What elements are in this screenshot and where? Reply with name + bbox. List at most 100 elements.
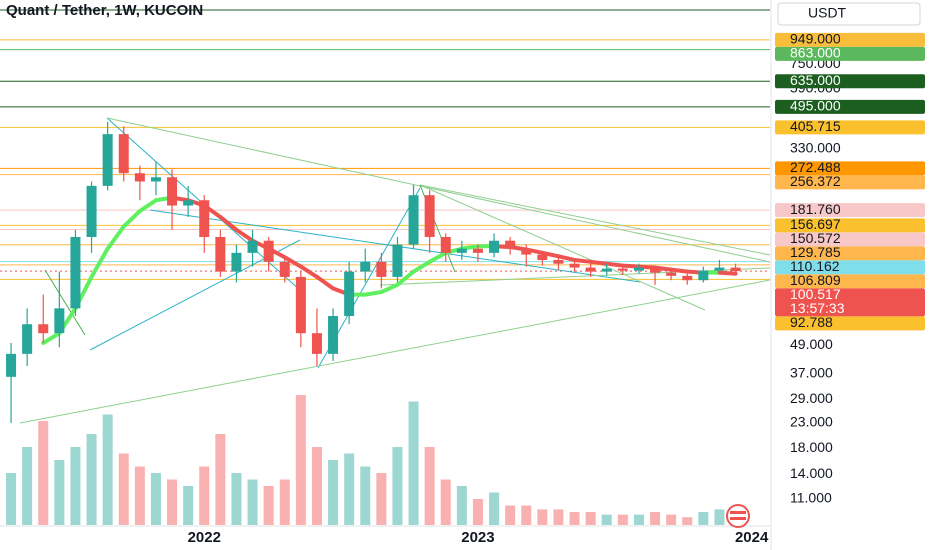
- volume-bar: [505, 505, 516, 525]
- candle-body: [633, 267, 644, 271]
- x-axis: 2022 2023 2024: [188, 529, 769, 546]
- price-tag: [775, 274, 925, 289]
- volume-bar: [118, 453, 129, 525]
- volume-bar: [102, 414, 113, 525]
- price-tag: [775, 246, 925, 261]
- candle-body: [553, 259, 564, 264]
- trend-line: [19, 279, 770, 424]
- candle-body: [263, 240, 274, 262]
- price-tag: [775, 99, 925, 114]
- currency-box[interactable]: [777, 2, 921, 26]
- ma-segment: [572, 257, 593, 264]
- candle-body: [440, 236, 451, 253]
- price-tag-label: 495.000: [790, 98, 841, 114]
- price-tag: [775, 74, 925, 89]
- candle-body: [456, 248, 467, 253]
- x-tick-label: 2022: [188, 529, 221, 546]
- ma-segment: [411, 259, 432, 274]
- volume-bar: [521, 505, 532, 525]
- ma-segment: [234, 227, 255, 243]
- volume-bar: [311, 447, 322, 525]
- price-tag: [775, 288, 925, 317]
- price-tag: [775, 46, 925, 61]
- candle-body: [505, 240, 516, 249]
- volume-bar: [150, 473, 161, 525]
- candle-body: [408, 195, 419, 245]
- candle-body: [360, 261, 371, 272]
- price-tag: [775, 218, 925, 233]
- moving-average: [41, 195, 738, 346]
- ma-segment: [620, 263, 641, 269]
- price-tag-label: 272.488: [790, 159, 841, 175]
- volume-bar: [569, 512, 580, 525]
- volume-bar: [698, 512, 709, 525]
- volume-bar: [360, 466, 371, 525]
- candle-body: [682, 275, 693, 281]
- candle-body: [666, 272, 677, 276]
- price-tag-label: 181.760: [790, 201, 841, 217]
- candle-body: [279, 261, 290, 277]
- volume-bar: [601, 514, 612, 525]
- volume-bar: [70, 447, 81, 525]
- price-tag: [775, 32, 925, 47]
- price-tag-label: 405.715: [790, 118, 841, 134]
- volume-bar: [134, 466, 145, 525]
- y-tick-label: 29.000: [790, 390, 833, 406]
- ma-segment: [669, 267, 690, 274]
- ma-segment: [121, 209, 142, 229]
- candle-body: [585, 267, 596, 272]
- trend-line: [44, 269, 86, 336]
- y-tick-label: 11.000: [790, 490, 832, 506]
- ma-segment: [556, 254, 577, 262]
- price-tag-label: 150.572: [790, 230, 841, 246]
- ma-segment: [604, 261, 625, 268]
- volume-bar: [472, 499, 483, 525]
- price-tag-label: 949.000: [790, 31, 841, 47]
- ma-segment: [218, 214, 239, 232]
- volume-bar: [247, 479, 258, 525]
- candle-body: [617, 268, 628, 271]
- candle-body: [54, 308, 65, 334]
- candle-body: [215, 236, 226, 272]
- price-tag: [775, 316, 925, 331]
- volume-bar: [440, 479, 451, 525]
- candle-body: [22, 324, 33, 354]
- price-tag-label: 92.788: [790, 314, 833, 330]
- candle-body: [150, 177, 161, 182]
- trend-line: [419, 184, 706, 311]
- candle-body: [650, 267, 661, 273]
- volume-bar: [682, 517, 693, 525]
- price-tag: [775, 120, 925, 135]
- candle-body: [183, 200, 194, 206]
- y-tick-label: 23.000: [790, 414, 833, 430]
- volume-bar: [328, 460, 339, 525]
- candle-body: [489, 240, 500, 253]
- volume-bar: [714, 509, 725, 525]
- candle-body: [328, 315, 339, 354]
- volume-bar: [279, 479, 290, 525]
- price-tag: [775, 203, 925, 218]
- candle-body: [601, 268, 612, 272]
- y-tick-label: 37.000: [790, 365, 833, 381]
- ma-segment: [459, 244, 480, 251]
- candle-body: [167, 177, 178, 206]
- volume-bar: [199, 466, 210, 525]
- ma-segment: [314, 274, 336, 291]
- y-tick-label: 330.000: [790, 139, 841, 155]
- price-tag-label: 863.000: [790, 45, 841, 61]
- price-tag-label: 635.000: [790, 72, 841, 88]
- volume-bar: [376, 473, 387, 525]
- candle-body: [424, 195, 435, 237]
- ma-segment: [540, 250, 561, 259]
- x-tick-label: 2023: [461, 529, 494, 546]
- ma-segment: [717, 270, 738, 276]
- ma-segment: [379, 282, 400, 295]
- y-tick-label: 18.000: [790, 439, 833, 455]
- price-tag-label: 129.785: [790, 244, 841, 260]
- volume-bar: [22, 447, 33, 525]
- ma-segment: [363, 290, 384, 297]
- volume-bar: [231, 473, 242, 525]
- candle-body: [472, 248, 483, 253]
- volume-bar: [215, 434, 226, 525]
- volume-bar: [38, 421, 49, 525]
